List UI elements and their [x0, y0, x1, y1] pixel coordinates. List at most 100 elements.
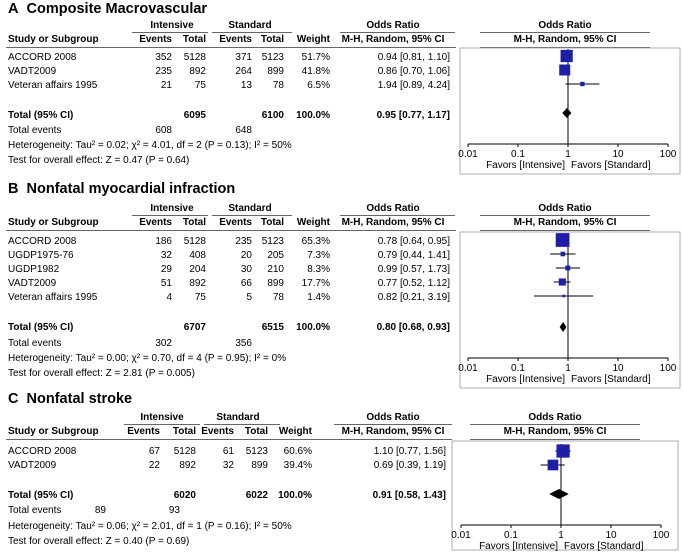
- study-header: Study or Subgroup: [8, 217, 99, 228]
- panel-letter: A: [8, 1, 19, 17]
- heterogeneity: Heterogeneity: Tau² = 0.02; χ² = 4.01, d…: [8, 140, 292, 151]
- study-square: [565, 265, 571, 271]
- total-events1: 302: [155, 338, 172, 349]
- total-n1: 6020: [173, 490, 196, 501]
- table-rule: [6, 47, 456, 48]
- header-rule: [470, 424, 640, 425]
- weight: 7.3%: [307, 250, 330, 261]
- events1-header: Events: [127, 426, 160, 437]
- total-events2: 93: [168, 505, 180, 516]
- total1: 892: [189, 278, 206, 289]
- events2: 66: [240, 278, 252, 289]
- heterogeneity: Heterogeneity: Tau² = 0.06; χ² = 2.01, d…: [8, 521, 292, 532]
- plot-frame: [459, 231, 681, 389]
- events1: 67: [148, 446, 160, 457]
- total-n1: 6707: [183, 322, 206, 333]
- total2: 899: [251, 460, 268, 471]
- study-square: [558, 278, 566, 286]
- study-name: UGDP1982: [8, 264, 60, 275]
- x-tick-label: 0.1: [511, 149, 525, 160]
- total-weight: 100.0%: [278, 490, 312, 501]
- or-ci: 0.78 [0.64, 0.95]: [377, 236, 450, 247]
- or-ci: 0.99 [0.57, 1.73]: [377, 264, 450, 275]
- or-ci: 0.79 [0.44, 1.41]: [377, 250, 450, 261]
- favors-left-label: Favors [Intensive]: [486, 160, 565, 171]
- or-plot-header-method: M-H, Random, 95% CI: [513, 217, 617, 228]
- events1: 4: [166, 292, 172, 303]
- total2: 5123: [261, 52, 284, 63]
- or-ci: 0.77 [0.52, 1.12]: [377, 278, 450, 289]
- header-rule: [132, 215, 208, 216]
- x-tick-label: 1: [565, 363, 571, 374]
- study-name: VADT2009: [8, 66, 57, 77]
- weight-header: Weight: [296, 217, 330, 228]
- events2-header: Events: [219, 217, 252, 228]
- total-events1: 608: [155, 125, 172, 136]
- header-rule: [124, 424, 200, 425]
- plot-frame: [459, 47, 681, 175]
- or-header-title: Odds Ratio: [366, 412, 420, 423]
- or-plot-header-title: Odds Ratio: [528, 412, 582, 423]
- header-rule: [480, 32, 650, 33]
- study-square: [547, 459, 559, 471]
- or-header-method: M-H, Random, 95% CI: [341, 426, 445, 437]
- or-ci: 1.10 [0.77, 1.56]: [373, 446, 446, 457]
- panel-b: B Nonfatal myocardial infraction Intensi…: [0, 180, 683, 390]
- table-rule: [470, 439, 640, 440]
- panel-letter: C: [8, 391, 19, 407]
- total1-header: Total: [182, 217, 206, 228]
- weight: 41.8%: [301, 66, 330, 77]
- panel-title: C Nonfatal stroke: [8, 391, 132, 407]
- total2: 5123: [245, 446, 268, 457]
- header-rule: [340, 215, 455, 216]
- total1: 5128: [183, 236, 206, 247]
- x-tick-label: 1: [565, 149, 571, 160]
- forest-plot-c: 0.01 0.1 1 10 100 Favors [Intensive] Favors [S…: [451, 440, 679, 552]
- study-name: Veteran affairs 1995: [8, 292, 98, 303]
- weight: 65.3%: [301, 236, 330, 247]
- pooled-diamond: [549, 489, 569, 499]
- total-events2: 356: [235, 338, 252, 349]
- study-square: [560, 251, 566, 257]
- total-events-label: Total events: [8, 125, 62, 136]
- total2-header: Total: [260, 217, 284, 228]
- study-name: Veteran affairs 1995: [8, 80, 98, 91]
- events1: 22: [148, 460, 160, 471]
- x-tick-label: 0.01: [458, 363, 478, 374]
- weight: 60.6%: [283, 446, 312, 457]
- x-tick-label: 1: [558, 530, 564, 541]
- header-rule: [132, 32, 208, 33]
- study-name: ACCORD 2008: [8, 236, 77, 247]
- x-tick-label: 0.01: [458, 149, 478, 160]
- study-header: Study or Subgroup: [8, 34, 99, 45]
- favors-left-label: Favors [Intensive]: [479, 541, 558, 552]
- events1-header: Events: [139, 34, 172, 45]
- forest-plot-b: 0.01 0.1 1 10 100 Favors [Intensive] Favors [S…: [458, 231, 681, 389]
- events1: 21: [160, 80, 172, 91]
- x-tick-label: 100: [653, 530, 670, 541]
- or-plot-header-title: Odds Ratio: [538, 203, 592, 214]
- weight-header: Weight: [296, 34, 330, 45]
- favors-right-label: Favors [Standard]: [564, 541, 644, 552]
- weight: 51.7%: [301, 52, 330, 63]
- x-tick-label: 10: [612, 149, 624, 160]
- or-header-title: Odds Ratio: [366, 20, 420, 31]
- x-tick-label: 0.1: [504, 530, 518, 541]
- events1-header: Events: [139, 217, 172, 228]
- total-n2: 6515: [261, 322, 284, 333]
- events2-header: Events: [201, 426, 234, 437]
- or-ci: 0.82 [0.21, 3.19]: [377, 292, 450, 303]
- table-rule: [6, 230, 456, 231]
- total2-header: Total: [260, 34, 284, 45]
- panel-c: C Nonfatal stroke Intensive Standard Odd…: [0, 390, 683, 552]
- study-name: UGDP1975-76: [8, 250, 74, 261]
- or-header-method: M-H, Random, 95% CI: [341, 217, 445, 228]
- total2: 5123: [261, 236, 284, 247]
- favors-right-label: Favors [Standard]: [571, 374, 651, 385]
- group1-header: Intensive: [140, 412, 184, 423]
- group1-header: Intensive: [150, 20, 194, 31]
- study-square: [555, 233, 570, 247]
- panel-letter: B: [8, 181, 19, 197]
- x-tick-label: 100: [660, 363, 677, 374]
- study-header: Study or Subgroup: [8, 426, 99, 437]
